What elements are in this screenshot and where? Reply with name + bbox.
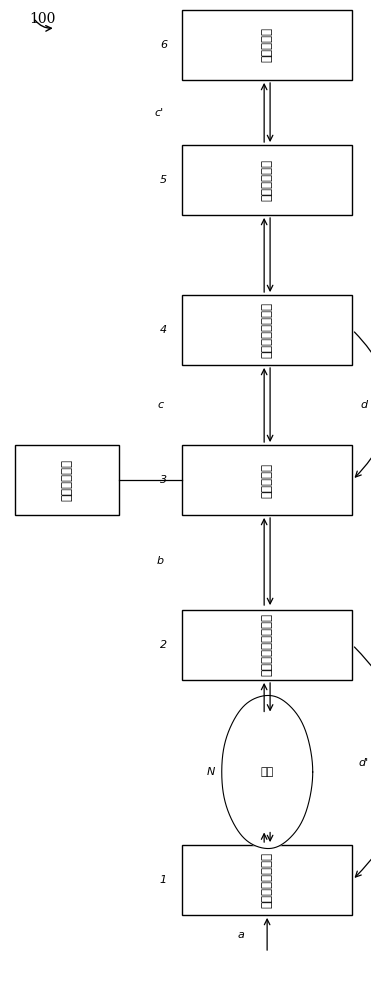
Bar — [15, 445, 119, 515]
Text: 请求信息取得机构: 请求信息取得机构 — [260, 852, 274, 908]
Text: 网络: 网络 — [260, 767, 274, 777]
Bar — [182, 845, 352, 915]
Text: 4: 4 — [160, 325, 167, 335]
Bar — [182, 145, 352, 215]
Text: 请求信息批处理机构: 请求信息批处理机构 — [260, 613, 274, 676]
Text: b: b — [156, 556, 163, 566]
Text: 2: 2 — [160, 640, 167, 650]
Text: 3: 3 — [160, 475, 167, 485]
Text: d': d' — [358, 758, 369, 768]
Bar — [182, 610, 352, 680]
Text: 写入判断机构: 写入判断机构 — [260, 159, 274, 201]
Text: 5: 5 — [160, 175, 167, 185]
Text: 100: 100 — [30, 12, 56, 26]
Polygon shape — [222, 695, 313, 849]
Text: c': c' — [154, 107, 163, 117]
Text: N: N — [207, 767, 215, 777]
Text: d: d — [360, 400, 367, 410]
Bar — [182, 295, 352, 365]
Text: c: c — [157, 400, 163, 410]
Bar — [182, 445, 352, 515]
Text: a: a — [238, 930, 245, 940]
Text: 后端数据库: 后端数据库 — [260, 27, 274, 62]
Text: 前端判断机构: 前端判断机构 — [60, 459, 73, 501]
Text: 数据分段隔离机构: 数据分段隔离机构 — [260, 302, 274, 358]
Bar — [182, 10, 352, 80]
Text: 1: 1 — [160, 875, 167, 885]
Text: 6: 6 — [160, 40, 167, 50]
Text: 前端数据库: 前端数据库 — [260, 462, 274, 497]
